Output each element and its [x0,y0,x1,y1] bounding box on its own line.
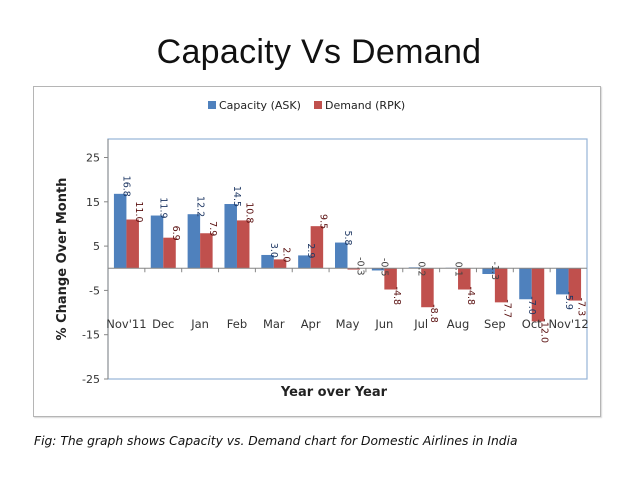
category-label: May [336,317,360,331]
legend-swatch-capacity [208,101,216,109]
bars [113,193,582,322]
demand-bar [458,268,471,290]
capacity-bar [371,268,385,271]
y-axis-title: % Change Over Month [55,178,70,341]
legend: Capacity (ASK) Demand (RPK) [208,99,405,112]
demand-bar [568,268,582,301]
capacity-value-label: -7.0 [526,296,537,315]
demand-value-label: -8.8 [428,304,439,323]
figure-caption: Fig: The graph shows Capacity vs. Demand… [34,434,518,448]
capacity-bar [556,268,569,295]
capacity-bar [150,215,164,269]
chart-frame: Capacity (ASK) Demand (RPK) 25 15 5 -5 -15 -2… [33,86,601,417]
category-label: Jan [190,317,209,331]
capacity-bar [482,268,495,275]
capacity-value-label: 0.1 [452,262,463,277]
legend-label-capacity: Capacity (ASK) [219,99,301,112]
demand-bar [347,268,360,270]
demand-bar [126,219,139,269]
capacity-bar [113,193,127,269]
category-label: Mar [263,317,285,331]
demand-value-label: 11.0 [133,201,144,222]
demand-value-label: -12.0 [538,318,549,343]
demand-value-label: -4.8 [391,287,402,306]
y-tick-label: 5 [93,240,100,253]
capacity-bar [224,204,237,269]
y-tick-label: 25 [86,152,100,165]
category-label: Aug [447,317,469,331]
capacity-value-label: 3.0 [268,243,279,258]
capacity-value-label: -1.3 [489,261,500,280]
category-label: Feb [227,317,247,331]
capacity-value-label: 0.2 [415,261,426,276]
capacity-bar [519,268,532,300]
category-label: Jun [374,317,393,331]
demand-value-label: -0.3 [354,257,365,276]
demand-value-label: 10.8 [244,202,255,223]
capacity-bar [298,255,311,269]
category-label: Dec [152,317,174,331]
slide-title: Capacity Vs Demand [156,33,482,71]
capacity-value-label: 14.5 [231,186,242,207]
category-label: Oct [522,317,542,331]
x-axis [108,267,587,273]
legend-label-demand: Demand (RPK) [325,99,405,112]
capacity-bar [335,242,348,269]
demand-bar [531,268,545,322]
capacity-value-label: 2.9 [305,243,316,258]
demand-value-label: 9.5 [317,214,328,229]
category-label: Sep [484,317,506,331]
x-axis-title: Year over Year [280,385,388,400]
category-label: Jul [413,317,428,331]
demand-bar [200,233,213,269]
demand-bar [236,220,250,269]
capacity-value-label: -0.5 [379,258,390,277]
y-tick-label: -25 [82,373,100,386]
demand-value-label: 7.9 [207,221,218,236]
capacity-bar [187,214,201,269]
y-ticks: 25 15 5 -5 -15 -25 [82,152,108,386]
category-labels: Nov'11 Dec Jan Feb Mar Apr May Jun Jul Aug Sep Oct N… [106,317,588,331]
demand-value-label: -7.7 [502,299,513,318]
capacity-value-label: 5.8 [342,230,353,245]
y-tick-label: -5 [89,284,100,297]
legend-swatch-demand [314,101,322,109]
demand-bar [384,268,397,290]
value-labels: 16.8 11.9 12.2 14.5 3.0 2.9 5.8 -0.5 0.2 0.1 -1.3 -… [121,176,587,343]
capacity-value-label: 12.2 [194,196,205,217]
y-tick-label: -15 [82,329,100,342]
demand-bar [494,268,508,303]
y-tick-label: 15 [86,196,100,209]
bar-chart: Capacity (ASK) Demand (RPK) 25 15 5 -5 -15 -2… [55,99,589,400]
demand-value-label: 2.0 [281,247,292,262]
category-label: Nov'12 [548,317,588,331]
category-label: Apr [301,317,321,331]
capacity-bar [261,254,274,269]
capacity-value-label: -5.9 [563,291,574,310]
demand-bar [163,237,176,269]
demand-bar [273,259,287,269]
capacity-value-label: 16.8 [121,176,132,197]
category-label: Nov'11 [106,317,146,331]
demand-bar [421,268,434,308]
demand-value-label: -4.8 [465,287,476,306]
demand-value-label: -7.3 [575,298,586,317]
demand-value-label: 6.9 [170,226,181,241]
capacity-value-label: 11.9 [158,197,169,218]
demand-bar [310,226,324,269]
